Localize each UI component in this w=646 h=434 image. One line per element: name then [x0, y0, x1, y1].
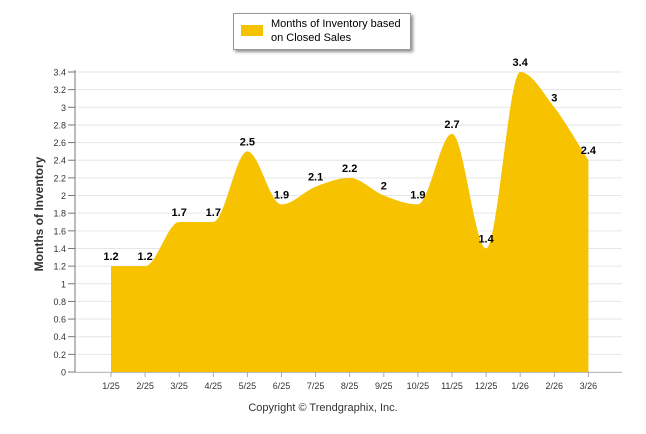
x-tick-label: 5/25: [239, 381, 257, 391]
x-tick-label: 3/26: [580, 381, 598, 391]
data-label: 2.7: [444, 119, 459, 131]
y-tick-label: 0.4: [53, 332, 66, 342]
y-tick-label: 2.4: [53, 156, 66, 166]
x-tick-label: 2/25: [136, 381, 154, 391]
x-tick-label: 7/25: [307, 381, 325, 391]
data-label: 1.9: [410, 189, 425, 201]
y-tick-label: 1.8: [53, 209, 66, 219]
y-tick-label: 3.4: [53, 68, 66, 78]
x-tick-label: 2/26: [546, 381, 564, 391]
data-label: 1.4: [478, 233, 494, 245]
x-tick-label: 8/25: [341, 381, 359, 391]
y-tick-label: 0: [61, 368, 66, 378]
data-label: 2.1: [308, 172, 323, 184]
y-tick-label: 2.6: [53, 138, 66, 148]
y-tick-label: 1.4: [53, 244, 66, 254]
data-label: 2.2: [342, 163, 357, 175]
y-tick-label: 1.2: [53, 262, 66, 272]
legend-label: Months of Inventory based on Closed Sale…: [271, 17, 407, 45]
legend: Months of Inventory based on Closed Sale…: [233, 13, 411, 50]
data-label: 1.2: [103, 251, 118, 263]
y-tick-label: 3: [61, 103, 66, 113]
x-tick-label: 12/25: [475, 381, 498, 391]
x-tick-label: 6/25: [273, 381, 291, 391]
data-label: 1.7: [206, 207, 221, 219]
x-axis: 1/25 2/25 3/25 4/25 5/25 6/25 7/25 8/25 9/25 10/2…: [75, 372, 622, 391]
y-tick-label: 0.6: [53, 315, 66, 325]
legend-swatch: [241, 25, 263, 36]
data-label: 3.4: [513, 57, 529, 69]
legend-label-line-2: on Closed Sales: [271, 32, 352, 44]
data-label: 1.2: [137, 251, 152, 263]
y-tick-label: 1.6: [53, 226, 66, 236]
data-label: 2: [381, 181, 387, 193]
inventory-area-series: [111, 72, 589, 372]
y-tick-label: 0.2: [53, 350, 66, 360]
data-label: 1.9: [274, 189, 289, 201]
x-tick-label: 11/25: [441, 381, 463, 391]
legend-label-line-1: Months of Inventory based: [271, 18, 401, 30]
copyright-credit: Copyright © Trendgraphix, Inc.: [248, 402, 398, 414]
x-tick-label: 9/25: [375, 381, 393, 391]
x-tick-label: 10/25: [407, 381, 430, 391]
y-axis-title: Months of Inventory: [32, 156, 46, 271]
data-labels: 1.2 1.2 1.7 1.7 2.5 1.9 2.1 2.2 2 1.9 2.7 1.4 3.4 3 2.…: [103, 57, 597, 263]
x-tick-label: 1/26: [511, 381, 529, 391]
data-label: 1.7: [172, 207, 187, 219]
x-tick-label: 1/25: [102, 381, 120, 391]
x-tick-label: 4/25: [205, 381, 223, 391]
data-label: 2.4: [581, 145, 597, 157]
y-axis-ticks: 0 0.2 0.4 0.6 0.8 1 1.2 1.4 1.6 1.8 2 2.2 2.4 2.6 2.8 3…: [53, 68, 76, 378]
y-tick-label: 2.8: [53, 120, 66, 130]
y-tick-label: 0.8: [53, 297, 66, 307]
data-label: 2.5: [240, 136, 255, 148]
y-tick-label: 3.2: [53, 85, 66, 95]
y-tick-label: 1: [61, 279, 66, 289]
x-tick-label: 3/25: [170, 381, 188, 391]
data-label: 3: [551, 92, 557, 104]
y-tick-label: 2.2: [53, 173, 66, 183]
y-tick-label: 2: [61, 191, 66, 201]
